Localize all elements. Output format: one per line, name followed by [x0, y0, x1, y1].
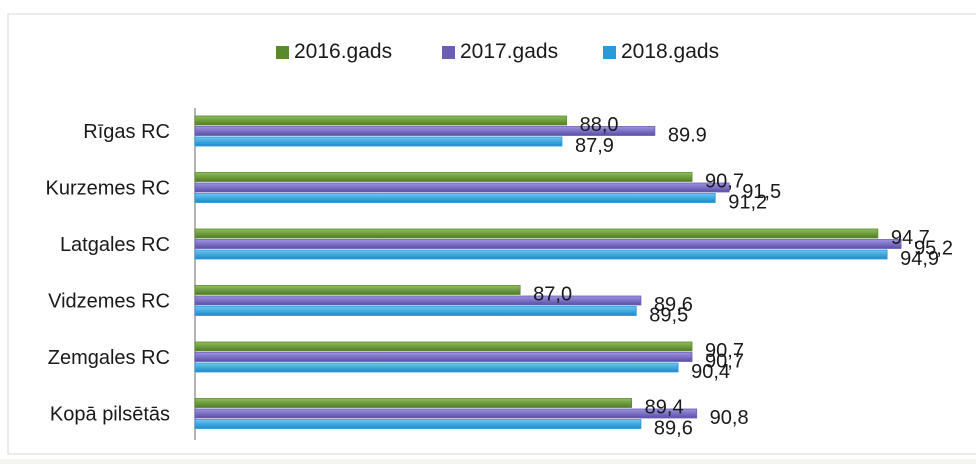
- bar-1: [194, 126, 656, 136]
- legend-swatch-0: [276, 46, 289, 59]
- data-label-0: 88,0: [580, 114, 619, 136]
- data-label-0: 89,4: [645, 397, 684, 419]
- bar-2: [194, 419, 642, 429]
- data-label-0: 90,7: [705, 340, 744, 362]
- data-label-2: 89,5: [649, 305, 688, 327]
- category-labels: Rīgas RC Kurzemes RC Latgales RC Vidzemes R…: [46, 121, 170, 426]
- bar-2: [194, 249, 888, 260]
- data-label-2: 87,9: [575, 135, 614, 157]
- bar-1: [194, 182, 730, 193]
- bar-0: [194, 285, 521, 295]
- data-label-0: 87,0: [533, 284, 572, 306]
- bar-1: [194, 239, 902, 249]
- legend-label-0: 2016.gads: [294, 40, 392, 63]
- data-label-1: 90,8: [710, 407, 749, 429]
- category-label: Zemgales RC: [48, 347, 170, 369]
- bar-0: [194, 228, 879, 239]
- data-labels: 88,0 89.987,990,791,591,294,795,294,987,0…: [533, 114, 953, 440]
- category-label: Vidzemes RC: [48, 291, 170, 313]
- bar-0: [194, 172, 693, 182]
- data-label-2: 94,9: [900, 248, 939, 270]
- legend-swatch-2: [603, 46, 616, 59]
- legend-label-2: 2018.gads: [621, 40, 719, 63]
- bar-2: [194, 362, 679, 373]
- bars: [194, 115, 902, 429]
- data-label-2: 90,4: [691, 361, 730, 383]
- legend-swatch-1: [442, 46, 455, 59]
- data-label-1: 89,6: [654, 294, 693, 316]
- bar-0: [194, 115, 568, 126]
- category-label: Rīgas RC: [83, 121, 170, 143]
- bar-1: [194, 408, 698, 419]
- bar-1: [194, 295, 642, 306]
- bar-0: [194, 341, 693, 352]
- chart-border: [7, 13, 976, 455]
- data-label-1: 91,5: [742, 181, 781, 203]
- bar-2: [194, 193, 716, 203]
- legend: 2016.gads 2017.gads 2018.gads: [276, 40, 719, 63]
- data-label-1: 90,7: [705, 351, 744, 373]
- data-label-0: 94,7: [891, 227, 930, 249]
- bar-1: [194, 352, 693, 362]
- category-label: Kopā pilsētās: [50, 404, 170, 426]
- data-label-1: 95,2: [914, 238, 953, 260]
- data-label-1: 89.9: [668, 125, 707, 147]
- bar-2: [194, 306, 637, 316]
- data-label-2: 89,6: [654, 418, 693, 440]
- bar-0: [194, 398, 633, 408]
- data-label-2: 91,2: [728, 192, 767, 214]
- category-label: Latgales RC: [60, 234, 170, 256]
- legend-label-1: 2017.gads: [460, 40, 558, 63]
- category-label: Kurzemes RC: [46, 178, 170, 200]
- data-label-0: 90,7: [705, 171, 744, 193]
- bar-2: [194, 136, 563, 147]
